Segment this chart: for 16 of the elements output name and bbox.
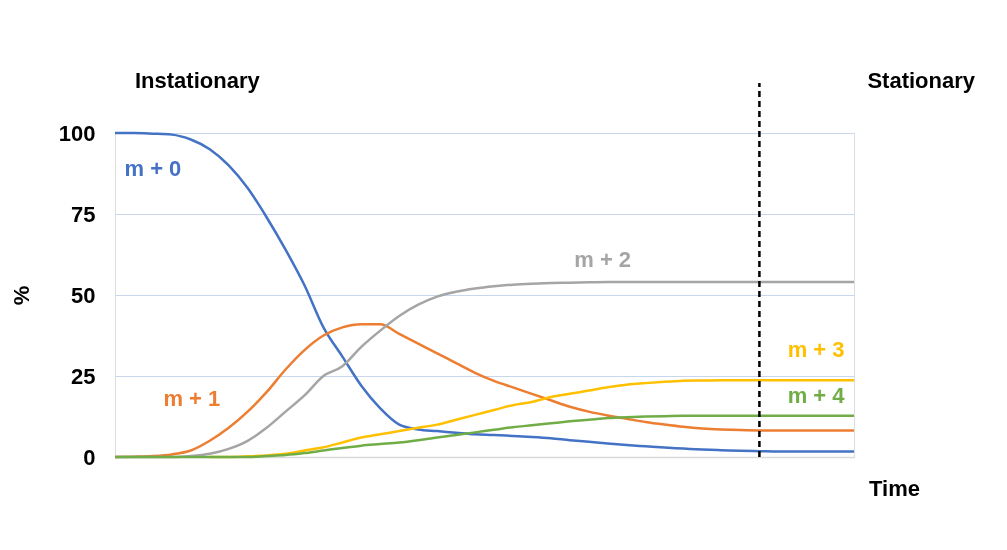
line-series (113, 131, 856, 453)
line-series (113, 414, 856, 459)
x-axis-title: Time (869, 476, 920, 501)
series-label: m + 0 (124, 155, 182, 181)
series-label: m + 4 (787, 382, 846, 408)
y-tick-label: 100 (58, 120, 96, 146)
y-tick-label: 75 (71, 201, 96, 227)
text: Stationary (867, 68, 976, 93)
y-tick-label: 0 (83, 444, 96, 470)
series-label: m + 3 (787, 337, 845, 363)
series-label: m + 1 (163, 386, 221, 412)
text: Instationary (135, 68, 261, 93)
series-label: m + 2 (574, 247, 632, 273)
y-tick-label: 25 (71, 363, 96, 389)
y-tick-label: 50 (71, 282, 96, 308)
y-axis-title: % (8, 285, 34, 306)
